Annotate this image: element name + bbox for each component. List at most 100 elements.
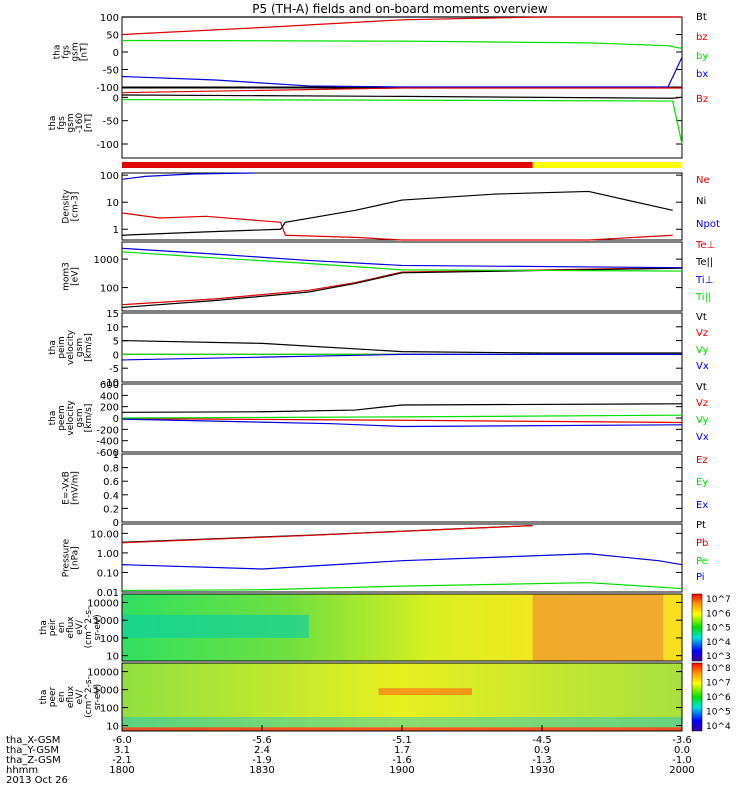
y-tick-label: 100: [100, 284, 119, 295]
legend-Vx: Vx: [696, 432, 709, 443]
legend-Pe: Pe: [696, 556, 708, 567]
y-axis-label-line: tha: [48, 411, 58, 426]
colorbar-tick-label: 10^4: [706, 722, 731, 732]
y-axis-label-line: velocity: [66, 400, 76, 436]
y-axis-label-line: gsm: [75, 338, 85, 357]
y-tick-label: 10: [106, 323, 119, 334]
y-tick-label: 0.4: [103, 491, 119, 502]
y-axis-label-line: tha: [39, 620, 49, 635]
y-tick-label: -100: [96, 83, 119, 94]
y-tick-label: -5: [109, 364, 119, 375]
y-axis-label-line: [cm-3]: [71, 192, 81, 222]
legend-Vy: Vy: [696, 345, 709, 356]
x-tick-label: 1800: [109, 765, 134, 776]
y-axis-label-line: tha: [48, 116, 58, 131]
y-axis-label-line: eflux: [66, 616, 76, 639]
x-tick-label: -1.6: [392, 755, 412, 766]
y-tick-label: 100: [100, 704, 119, 715]
y-tick-label: 1.00: [97, 549, 119, 560]
legend-Vy: Vy: [696, 415, 709, 426]
x-tick-label: 1.7: [394, 745, 410, 756]
y-axis-label-line: [km/s]: [84, 333, 94, 362]
spectrogram-low-band: [122, 716, 682, 728]
x-tick-label: -1.3: [532, 755, 552, 766]
panel-5: 15 10 5 0 -5 -10 tha peim velocity gsm [km/s] Vt Vz V…: [48, 309, 709, 389]
y-axis-label-line: gsm: [75, 408, 85, 427]
legend-Ez: Ez: [696, 455, 708, 466]
colorbar-tick-label: 10^7: [706, 595, 731, 605]
y-axis-label-line: peer: [48, 686, 58, 707]
series-line-bz: [121, 16, 682, 36]
spectrogram: [122, 663, 682, 731]
y-tick-label: 0.2: [103, 504, 119, 515]
y-tick-label: -50: [103, 66, 119, 77]
panel-7: 1 0.8 0.6 0.4 0.2 0 E=-VxB [mV/m] Ez Ey Ex: [62, 450, 709, 529]
y-tick-label: 200: [100, 403, 119, 414]
x-tick-label: 0.0: [674, 745, 690, 756]
y-axis-label: tha fgs gsm -160 [nT]: [48, 113, 94, 134]
legend-Vx: Vx: [696, 361, 709, 372]
x-tick-label: 3.1: [114, 745, 130, 756]
y-axis-label-line: fgs: [62, 45, 72, 59]
spectrogram-tail: [663, 594, 682, 661]
y-tick-label: -600: [96, 448, 119, 459]
y-axis-label-line: fgs: [57, 116, 67, 130]
series-line-Bz: [121, 87, 682, 94]
quality-flag-bar: [532, 162, 682, 168]
y-axis-label-line: sr-eV): [93, 614, 103, 640]
y-axis-label-line: (cm^2-s-: [84, 676, 94, 718]
series-line-Bt: [121, 94, 683, 99]
colorbar-tick-label: 10^5: [706, 708, 731, 718]
y-axis-label: Pressure [nPa]: [62, 538, 81, 577]
y-axis-label-line: velocity: [66, 329, 76, 365]
legend-Vt: Vt: [696, 312, 707, 323]
x-tick-label: -5.6: [252, 735, 272, 746]
colorbar-tick-label: 10^8: [706, 664, 731, 674]
y-axis-label-line: eV/: [75, 689, 85, 705]
x-tick-label: 2.4: [254, 745, 270, 756]
y-tick-label: 15: [106, 309, 119, 320]
series-line-Te||: [121, 267, 683, 309]
quality-flag-bar: [122, 162, 533, 168]
y-axis-label-line: en: [57, 691, 67, 702]
y-tick-label: -50: [103, 117, 119, 128]
y-tick-label: 0.6: [103, 477, 119, 488]
panel-frame: [121, 593, 683, 662]
y-axis-label-line: Pressure: [62, 538, 72, 577]
spectrogram-hot-region: [532, 594, 682, 661]
colorbar-tick-label: 10^7: [706, 679, 731, 689]
series-line-Vt: [121, 403, 683, 413]
y-tick-label: -10: [103, 378, 119, 389]
legend-Ni: Ni: [696, 196, 706, 207]
legend-Bz: Bz: [696, 94, 708, 105]
colorbar: [691, 662, 703, 732]
x-row-label: tha_Y-GSM: [6, 745, 59, 756]
x-row-label: tha_X-GSM: [6, 735, 60, 746]
panel-frame: [121, 523, 683, 593]
y-tick-label: 10: [106, 652, 119, 663]
legend-Pi: Pi: [696, 572, 705, 583]
x-tick-label: -5.1: [392, 735, 412, 746]
y-tick-label: 0.01: [97, 588, 119, 599]
x-tick-label: -2.1: [112, 755, 132, 766]
y-axis-label-line: [eV]: [71, 267, 81, 286]
x-tick-label: 0.9: [534, 745, 550, 756]
x-tick-label: -3.6: [672, 735, 692, 746]
panel-4: 1000 100 mom3 [eV] Te⊥ Te|| Ti⊥ Ti||: [62, 240, 715, 312]
y-axis-label-line: tha: [53, 45, 63, 60]
y-axis-label-line: peir: [48, 618, 58, 636]
legend-by: by: [696, 51, 708, 62]
legend-Ey: Ey: [696, 477, 708, 488]
legend-Vz: Vz: [696, 398, 708, 409]
y-tick-label: 1000: [94, 686, 119, 697]
y-axis-label-line: mom3: [62, 262, 72, 291]
y-axis-label-line: (cm^2-s-: [84, 607, 94, 649]
y-axis-label: tha peir en eflux eV/(cm^2-s-sr-eV): [39, 607, 103, 649]
y-axis-label-line: sr-eV): [93, 684, 103, 710]
y-tick-label: 10.00: [90, 529, 119, 540]
